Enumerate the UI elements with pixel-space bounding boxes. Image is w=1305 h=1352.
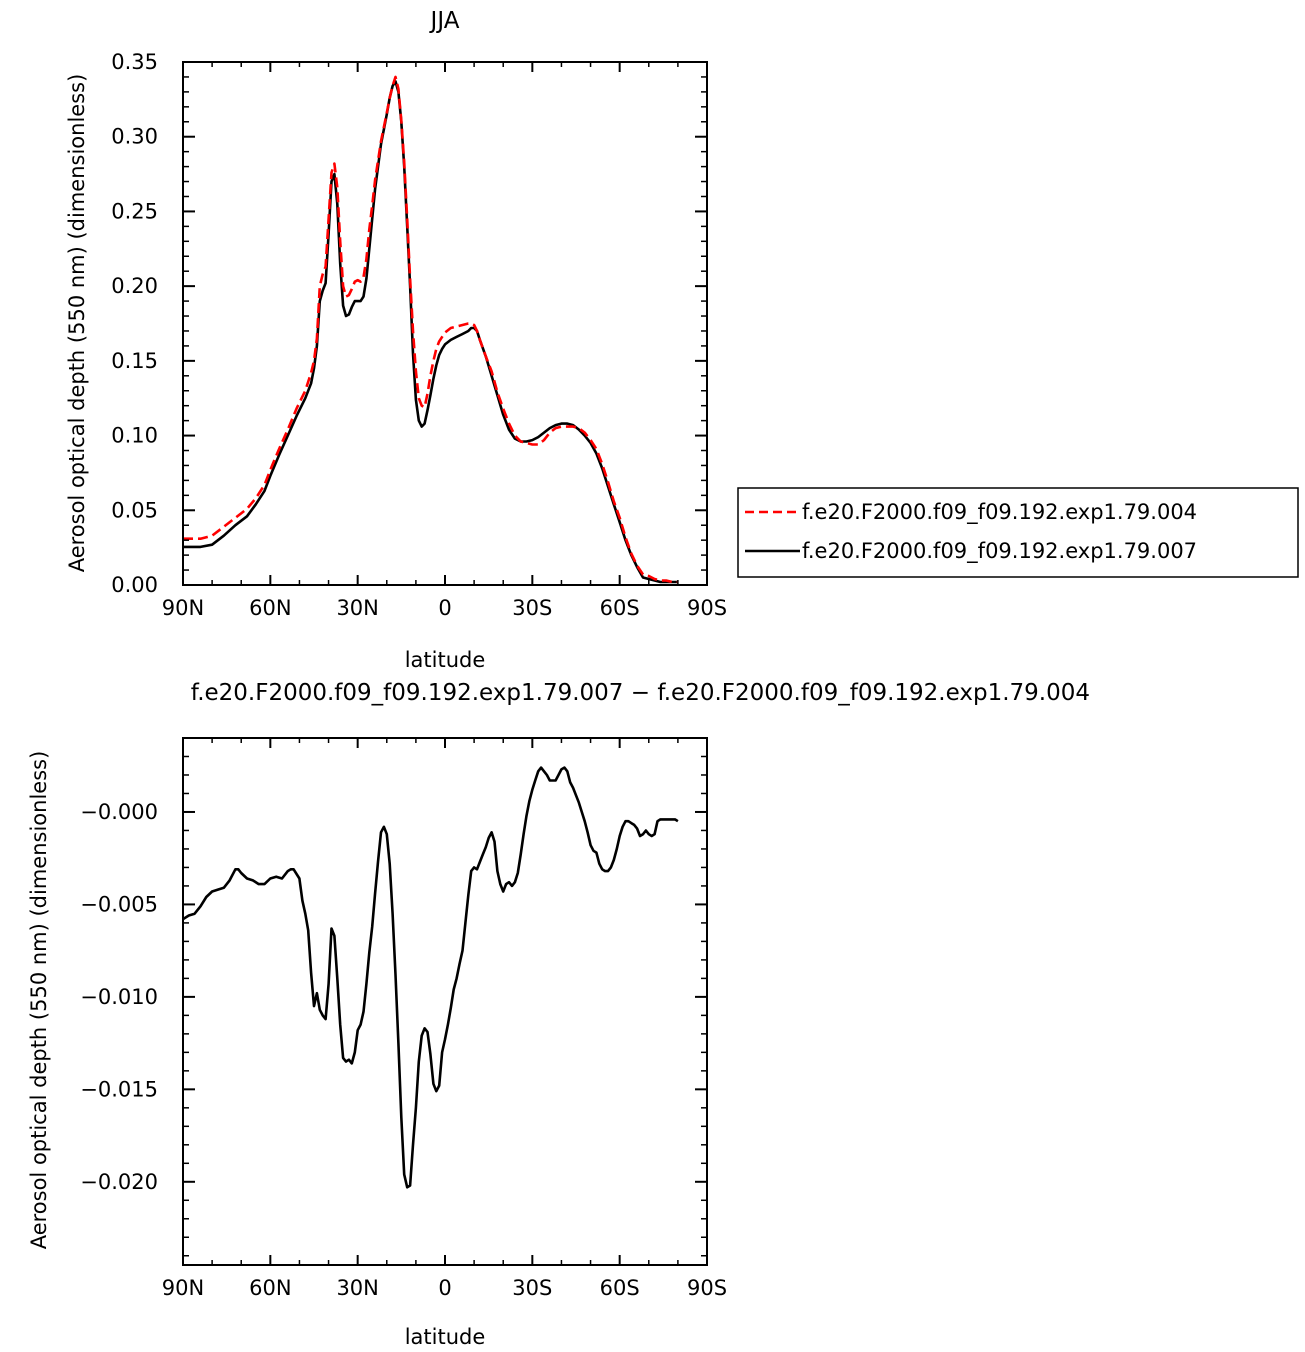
bottom-x-axis-title: latitude bbox=[405, 1325, 486, 1349]
x-tick-label: 0 bbox=[438, 1276, 451, 1300]
series-line-black-solid bbox=[183, 766, 679, 1189]
legend-label-007: f.e20.F2000.f09_f09.192.exp1.79.007 bbox=[802, 539, 1197, 564]
bottom-chart-panel: f.e20.F2000.f09_f09.192.exp1.79.007 − f.… bbox=[27, 680, 1090, 1349]
y-tick-label: 0.25 bbox=[111, 199, 158, 223]
top-plot-frame bbox=[182, 61, 708, 586]
y-tick-label: −0.010 bbox=[80, 985, 158, 1009]
x-tick-label: 90S bbox=[687, 1276, 727, 1300]
x-tick-label: 60S bbox=[600, 596, 640, 620]
x-tick-label: 90N bbox=[162, 1276, 204, 1300]
y-tick-label: 0.35 bbox=[111, 50, 158, 74]
x-tick-label: 60N bbox=[249, 596, 291, 620]
legend: f.e20.F2000.f09_f09.192.exp1.79.004 f.e2… bbox=[737, 487, 1299, 578]
x-tick-label: 90N bbox=[162, 596, 204, 620]
x-tick-label: 60N bbox=[249, 1276, 291, 1300]
y-tick-label: 0.00 bbox=[111, 573, 158, 597]
x-tick-label: 90S bbox=[687, 596, 727, 620]
x-tick-label: 60S bbox=[600, 1276, 640, 1300]
top-x-axis-title: latitude bbox=[405, 648, 486, 672]
y-tick-label: 0.30 bbox=[111, 125, 158, 149]
legend-label-004: f.e20.F2000.f09_f09.192.exp1.79.004 bbox=[802, 500, 1197, 525]
top-y-axis-title: Aerosol optical depth (550 nm) (dimensio… bbox=[65, 74, 89, 573]
bottom-chart-title: f.e20.F2000.f09_f09.192.exp1.79.007 − f.… bbox=[191, 680, 1090, 706]
y-tick-label: 0.20 bbox=[111, 274, 158, 298]
y-tick-label: −0.005 bbox=[80, 892, 158, 916]
y-tick-label: 0.05 bbox=[111, 498, 158, 522]
y-tick-label: −0.000 bbox=[80, 800, 158, 824]
legend-box bbox=[737, 487, 1299, 578]
x-tick-label: 30S bbox=[512, 1276, 552, 1300]
x-tick-label: 30S bbox=[512, 596, 552, 620]
y-tick-label: 0.15 bbox=[111, 349, 158, 373]
bottom-chart-title-text: f.e20.F2000.f09_f09.192.exp1.79.007 − f.… bbox=[191, 680, 1090, 706]
bottom-y-axis-title: Aerosol optical depth (550 nm) (dimensio… bbox=[27, 751, 51, 1250]
top-chart-panel: JJA 90N 60N 30N 0 30S 60S 90S 0.00 0.05 0.10 0.15 0… bbox=[65, 8, 727, 672]
x-tick-label: 0 bbox=[438, 596, 451, 620]
x-tick-label: 30N bbox=[336, 1276, 378, 1300]
bottom-plot-frame bbox=[182, 737, 708, 1266]
series-line-black-solid bbox=[183, 80, 678, 584]
top-chart-title: JJA bbox=[429, 8, 460, 34]
x-tick-label: 30N bbox=[336, 596, 378, 620]
series-line-red-dashed bbox=[183, 75, 678, 584]
y-tick-label: −0.020 bbox=[80, 1170, 158, 1194]
y-tick-label: 0.10 bbox=[111, 424, 158, 448]
y-tick-label: −0.015 bbox=[80, 1077, 158, 1101]
